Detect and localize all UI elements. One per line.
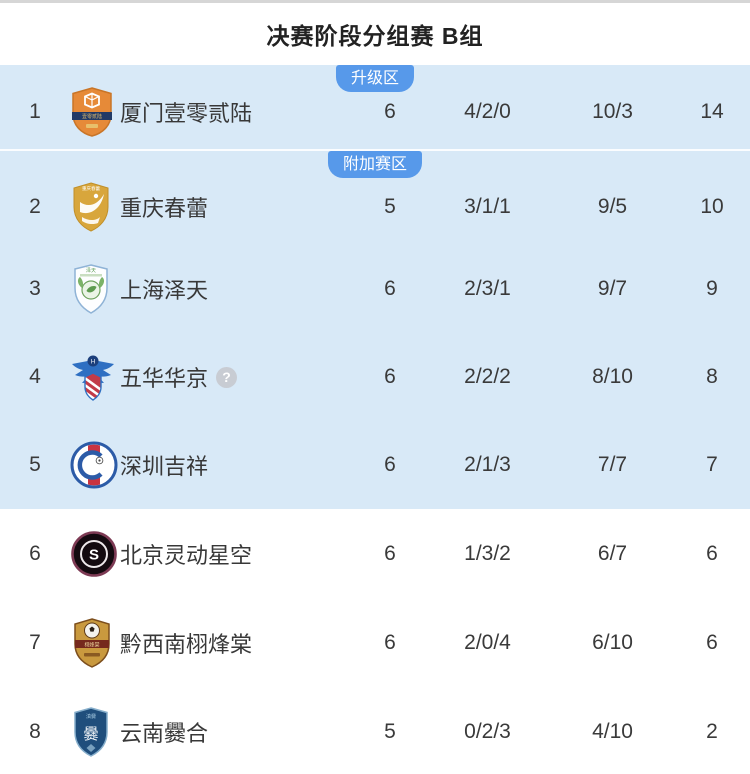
beijing-lingdong-crest: S <box>70 530 120 578</box>
rank: 6 <box>29 541 41 565</box>
win-draw-loss: 4/2/0 <box>464 100 511 123</box>
points: 6 <box>706 630 718 654</box>
team-name: 云南爨合 <box>120 720 209 746</box>
table-row[interactable]: 8 滇爨爨 云南爨合 5 0/2/3 4/10 2 <box>0 687 750 774</box>
goals-for-against: 7/7 <box>597 453 628 476</box>
rank: 2 <box>29 195 41 218</box>
table-row[interactable]: 2 重庆春蕾 重庆春蕾 5 3/1/1 9/5 10 <box>0 151 750 245</box>
goals-for-against: 6/7 <box>597 541 628 565</box>
promotion-zone-rows: 1 壹零贰陆 厦门壹零贰陆 6 4/2/0 10/3 14 <box>0 65 750 149</box>
svg-text:S: S <box>89 546 99 563</box>
team-name: 厦门壹零贰陆 <box>120 101 253 126</box>
table-row[interactable]: 6 S 北京灵动星空 6 1/3/2 6/7 6 <box>0 509 750 598</box>
rank: 4 <box>29 365 41 388</box>
win-draw-loss: 2/1/3 <box>464 453 511 476</box>
matches-played: 6 <box>384 100 396 123</box>
team-name-cell: 五华华京 ? <box>120 361 350 393</box>
win-draw-loss: 0/2/3 <box>464 719 511 743</box>
svg-text:爨: 爨 <box>83 725 98 743</box>
rank: 3 <box>29 277 41 300</box>
team-name-cell: 深圳吉祥 <box>120 449 350 481</box>
table-row[interactable]: 4 H 五华华京 ? 6 2/2/2 8/10 8 <box>0 333 750 421</box>
promotion-zone: 升级区 1 壹零贰陆 厦门壹零贰陆 6 4/2/0 10/3 14 <box>0 65 750 149</box>
matches-played: 5 <box>384 195 396 218</box>
team-name-cell: 上海泽天 <box>120 273 350 305</box>
svg-text:滇爨: 滇爨 <box>86 713 96 720</box>
points: 10 <box>700 195 724 218</box>
table-row[interactable]: 3 泽天 上海泽天 6 2/3/1 9/7 9 <box>0 245 750 333</box>
matches-played: 5 <box>384 719 396 743</box>
team-name: 黔西南栩烽棠 <box>120 631 253 657</box>
table-row[interactable]: 1 壹零贰陆 厦门壹零贰陆 6 4/2/0 10/3 14 <box>0 65 750 149</box>
yunnan-cuanhe-crest: 滇爨爨 <box>70 706 120 758</box>
page-title: 决赛阶段分组赛 B组 <box>266 23 484 49</box>
svg-text:壹零贰陆: 壹零贰陆 <box>82 113 102 120</box>
team-name: 北京灵动星空 <box>120 542 253 568</box>
table-row[interactable]: 5 深圳吉祥 6 2/1/3 7/7 7 <box>0 421 750 509</box>
points: 2 <box>706 719 718 743</box>
shenzhen-jixiang-crest <box>70 441 120 489</box>
points: 14 <box>700 100 724 123</box>
table-row[interactable]: 7 栩烽棠 黔西南栩烽棠 6 2/0/4 6/10 6 <box>0 598 750 687</box>
win-draw-loss: 2/0/4 <box>464 630 511 654</box>
matches-played: 6 <box>384 277 396 300</box>
rank: 7 <box>29 630 41 654</box>
xiamen-1026-crest: 壹零贰陆 <box>70 87 120 137</box>
goals-for-against: 10/3 <box>592 100 633 123</box>
promotion-zone-badge: 升级区 <box>335 65 415 92</box>
team-name-cell: 黔西南栩烽棠 <box>120 627 350 659</box>
matches-played: 6 <box>384 541 396 565</box>
team-name: 五华华京 <box>120 366 209 391</box>
team-name: 重庆春蕾 <box>120 196 209 221</box>
goals-for-against: 8/10 <box>592 365 633 388</box>
svg-text:重庆春蕾: 重庆春蕾 <box>82 185 100 192</box>
points: 7 <box>706 453 718 476</box>
rank: 1 <box>29 100 41 123</box>
chongqing-chunlei-crest: 重庆春蕾 <box>70 181 120 233</box>
top-divider <box>0 0 750 3</box>
non-qualification-zone: 6 S 北京灵动星空 6 1/3/2 6/7 6 7 栩烽棠 黔西南栩烽棠 6 … <box>0 509 750 774</box>
non-qualification-zone-rows: 6 S 北京灵动星空 6 1/3/2 6/7 6 7 栩烽棠 黔西南栩烽棠 6 … <box>0 509 750 774</box>
matches-played: 6 <box>384 365 396 388</box>
team-name-cell: 重庆春蕾 <box>120 191 350 223</box>
goals-for-against: 4/10 <box>592 719 633 743</box>
points: 6 <box>706 541 718 565</box>
team-name: 深圳吉祥 <box>120 454 209 479</box>
team-name-cell: 北京灵动星空 <box>120 538 350 570</box>
svg-text:栩烽棠: 栩烽棠 <box>84 641 99 648</box>
win-draw-loss: 2/3/1 <box>464 277 511 300</box>
shanghai-zetian-crest: 泽天 <box>70 263 120 315</box>
wuhua-huajing-crest: H <box>70 352 120 402</box>
svg-text:泽天: 泽天 <box>86 267 96 274</box>
page-header: 决赛阶段分组赛 B组 <box>0 3 750 65</box>
points: 9 <box>706 277 718 300</box>
win-draw-loss: 3/1/1 <box>464 195 511 218</box>
playoff-zone-badge: 附加赛区 <box>327 151 423 178</box>
playoff-zone-rows: 2 重庆春蕾 重庆春蕾 5 3/1/1 9/5 10 3 泽天 上海泽天 6 2… <box>0 151 750 509</box>
goals-for-against: 9/5 <box>597 195 628 218</box>
win-draw-loss: 1/3/2 <box>464 541 511 565</box>
svg-text:H: H <box>91 360 95 366</box>
goals-for-against: 6/10 <box>592 630 633 654</box>
qianxinan-crest: 栩烽棠 <box>70 617 120 669</box>
team-name-cell: 云南爨合 <box>120 716 350 748</box>
matches-played: 6 <box>384 630 396 654</box>
win-draw-loss: 2/2/2 <box>464 365 511 388</box>
matches-played: 6 <box>384 453 396 476</box>
goals-for-against: 9/7 <box>597 277 628 300</box>
rank: 5 <box>29 453 41 476</box>
points: 8 <box>706 365 718 388</box>
playoff-zone: 附加赛区 2 重庆春蕾 重庆春蕾 5 3/1/1 9/5 10 3 泽天 上海泽… <box>0 149 750 509</box>
rank: 8 <box>29 719 41 743</box>
team-name-cell: 厦门壹零贰陆 <box>120 96 350 128</box>
question-mark-icon[interactable]: ? <box>216 366 238 388</box>
team-name: 上海泽天 <box>120 278 209 303</box>
